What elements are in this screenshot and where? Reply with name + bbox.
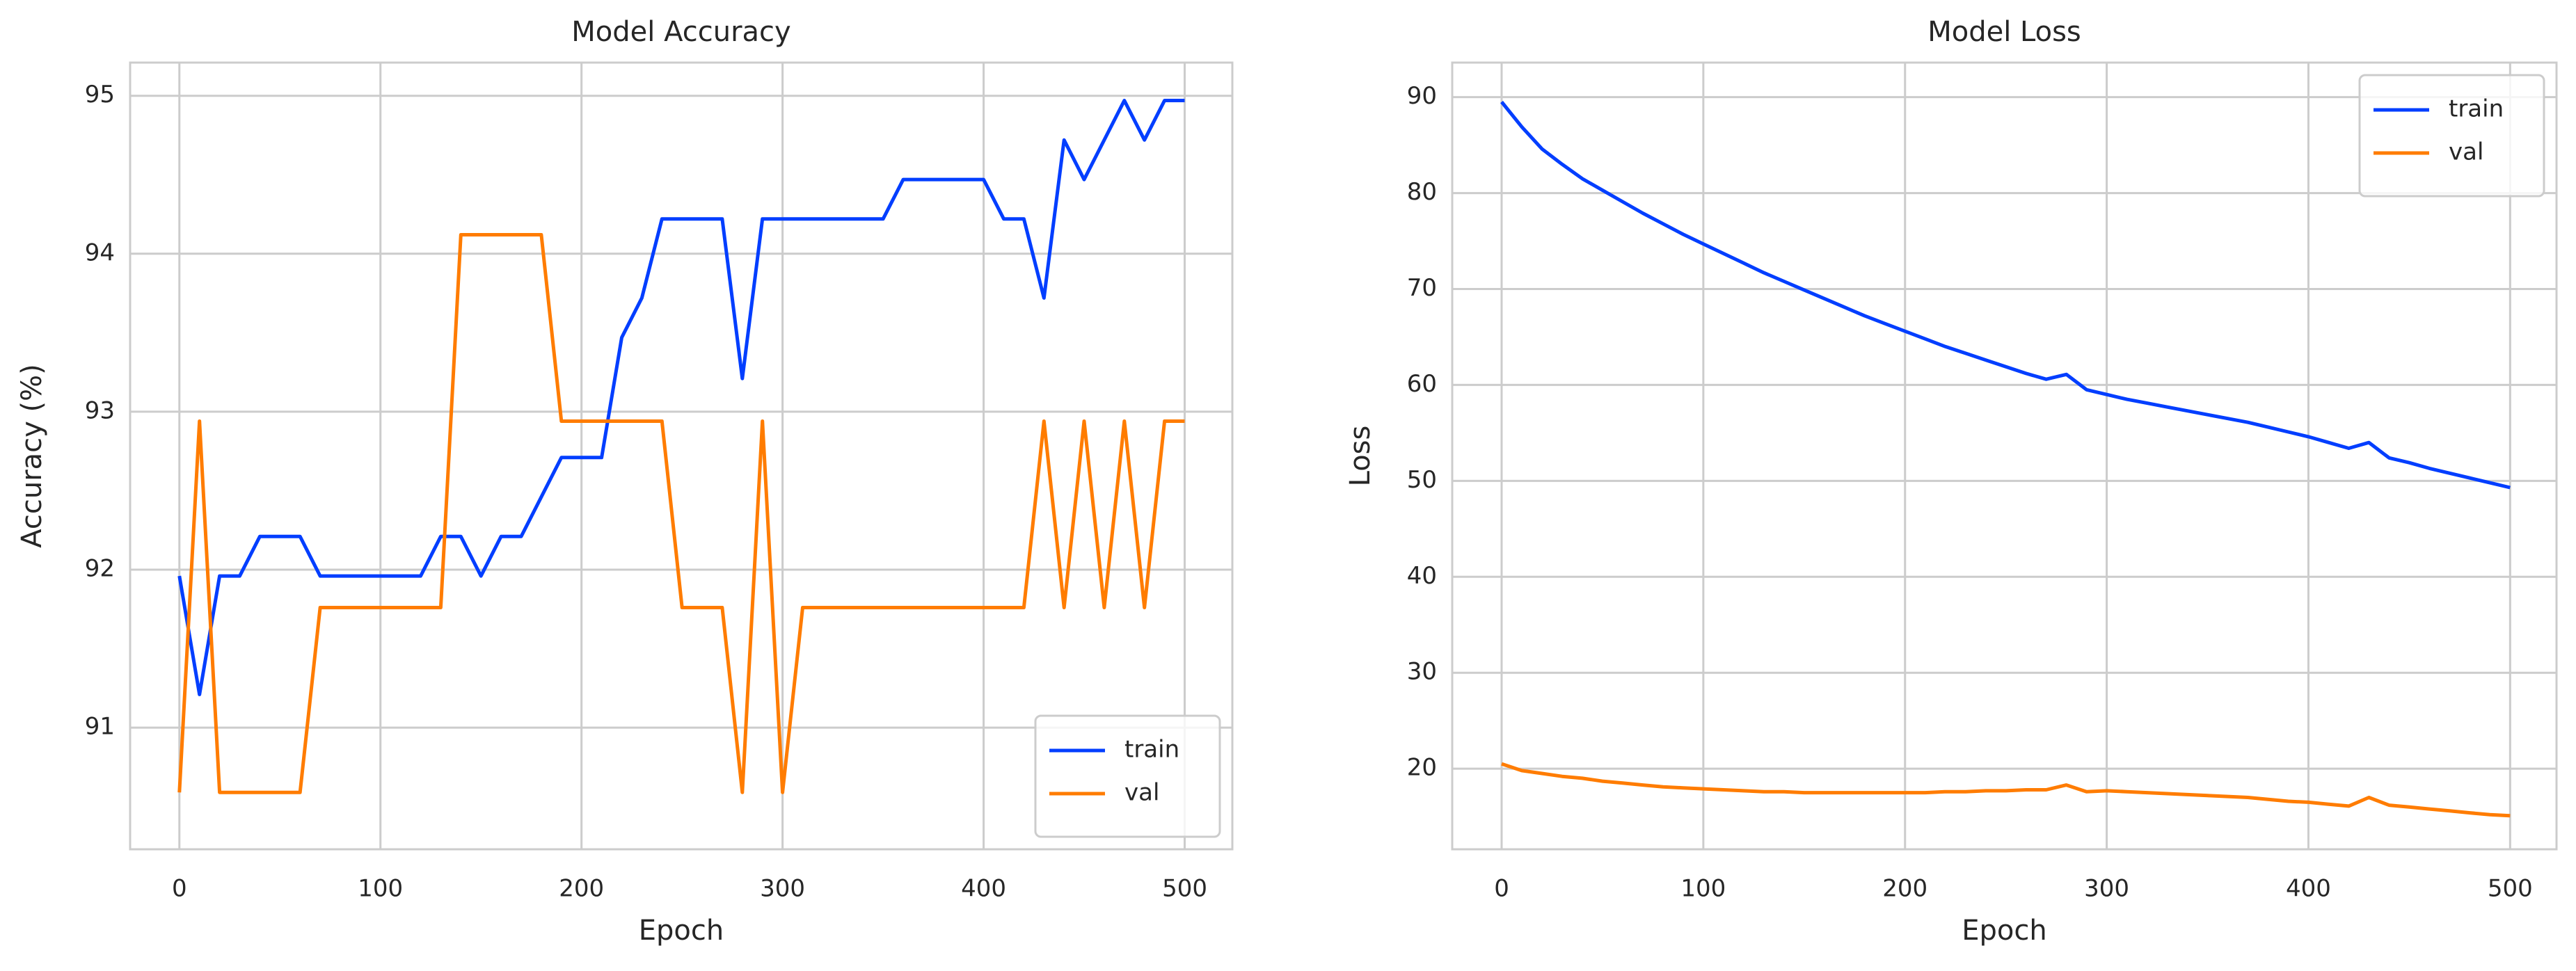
subplot: 91 92 93 94 95 0 100 200 300 400 500 Model Accuracy… xyxy=(16,16,1234,947)
legend-label: val xyxy=(1124,779,1159,807)
y-tick-label: 50 xyxy=(1407,466,1437,494)
line-series xyxy=(1500,100,2511,490)
y-tick-label: 95 xyxy=(85,81,115,109)
y-tick-label: 92 xyxy=(85,555,115,583)
y-tick-label: 20 xyxy=(1407,754,1437,782)
y-tick-label: 91 xyxy=(85,713,115,741)
y-axis-label: Accuracy (%) xyxy=(16,364,48,548)
x-tick-label: 0 xyxy=(1494,875,1509,903)
line-series xyxy=(177,233,1185,794)
x-tick-label: 500 xyxy=(2488,875,2533,903)
x-tick-label: 300 xyxy=(760,875,805,903)
x-tick-label: 400 xyxy=(2286,875,2331,903)
y-tick-label: 93 xyxy=(85,396,115,424)
plot-frame xyxy=(1451,61,2558,851)
line-series xyxy=(1501,762,2511,818)
y-tick-label: 70 xyxy=(1407,274,1437,302)
x-tick-label: 300 xyxy=(2084,875,2129,903)
y-tick-label: 94 xyxy=(85,239,115,266)
y-tick-label: 60 xyxy=(1407,370,1437,398)
subplot: 20 30 40 50 60 70 80 90 0 100 200 300 400 500 Model Lo… xyxy=(1344,16,2558,947)
chart-title: Model Accuracy xyxy=(571,16,790,48)
y-tick-label: 30 xyxy=(1407,658,1437,686)
x-tick-label: 100 xyxy=(358,875,403,903)
x-tick-label: 100 xyxy=(1680,875,1726,903)
plot-frame xyxy=(129,61,1234,851)
y-tick-label: 80 xyxy=(1407,178,1437,206)
y-axis-label: Loss xyxy=(1344,426,1376,487)
x-tick-label: 500 xyxy=(1162,875,1207,903)
legend-label: train xyxy=(2449,95,2504,123)
x-axis-label: Epoch xyxy=(1962,915,2046,947)
x-tick-label: 200 xyxy=(1882,875,1927,903)
x-tick-label: 400 xyxy=(961,875,1006,903)
legend: train val xyxy=(1034,714,1221,838)
x-tick-label: 0 xyxy=(172,875,187,903)
legend-box xyxy=(1034,714,1221,838)
y-tick-label: 40 xyxy=(1407,562,1437,590)
x-axis-label: Epoch xyxy=(639,915,724,947)
legend-label: val xyxy=(2449,138,2483,166)
legend-box xyxy=(2358,74,2545,198)
y-tick-label: 90 xyxy=(1407,82,1437,110)
legend: train val xyxy=(2358,74,2545,198)
chart-title: Model Loss xyxy=(1927,16,2081,48)
x-tick-label: 200 xyxy=(559,875,604,903)
line-series xyxy=(177,99,1185,696)
legend-label: train xyxy=(1124,736,1179,764)
